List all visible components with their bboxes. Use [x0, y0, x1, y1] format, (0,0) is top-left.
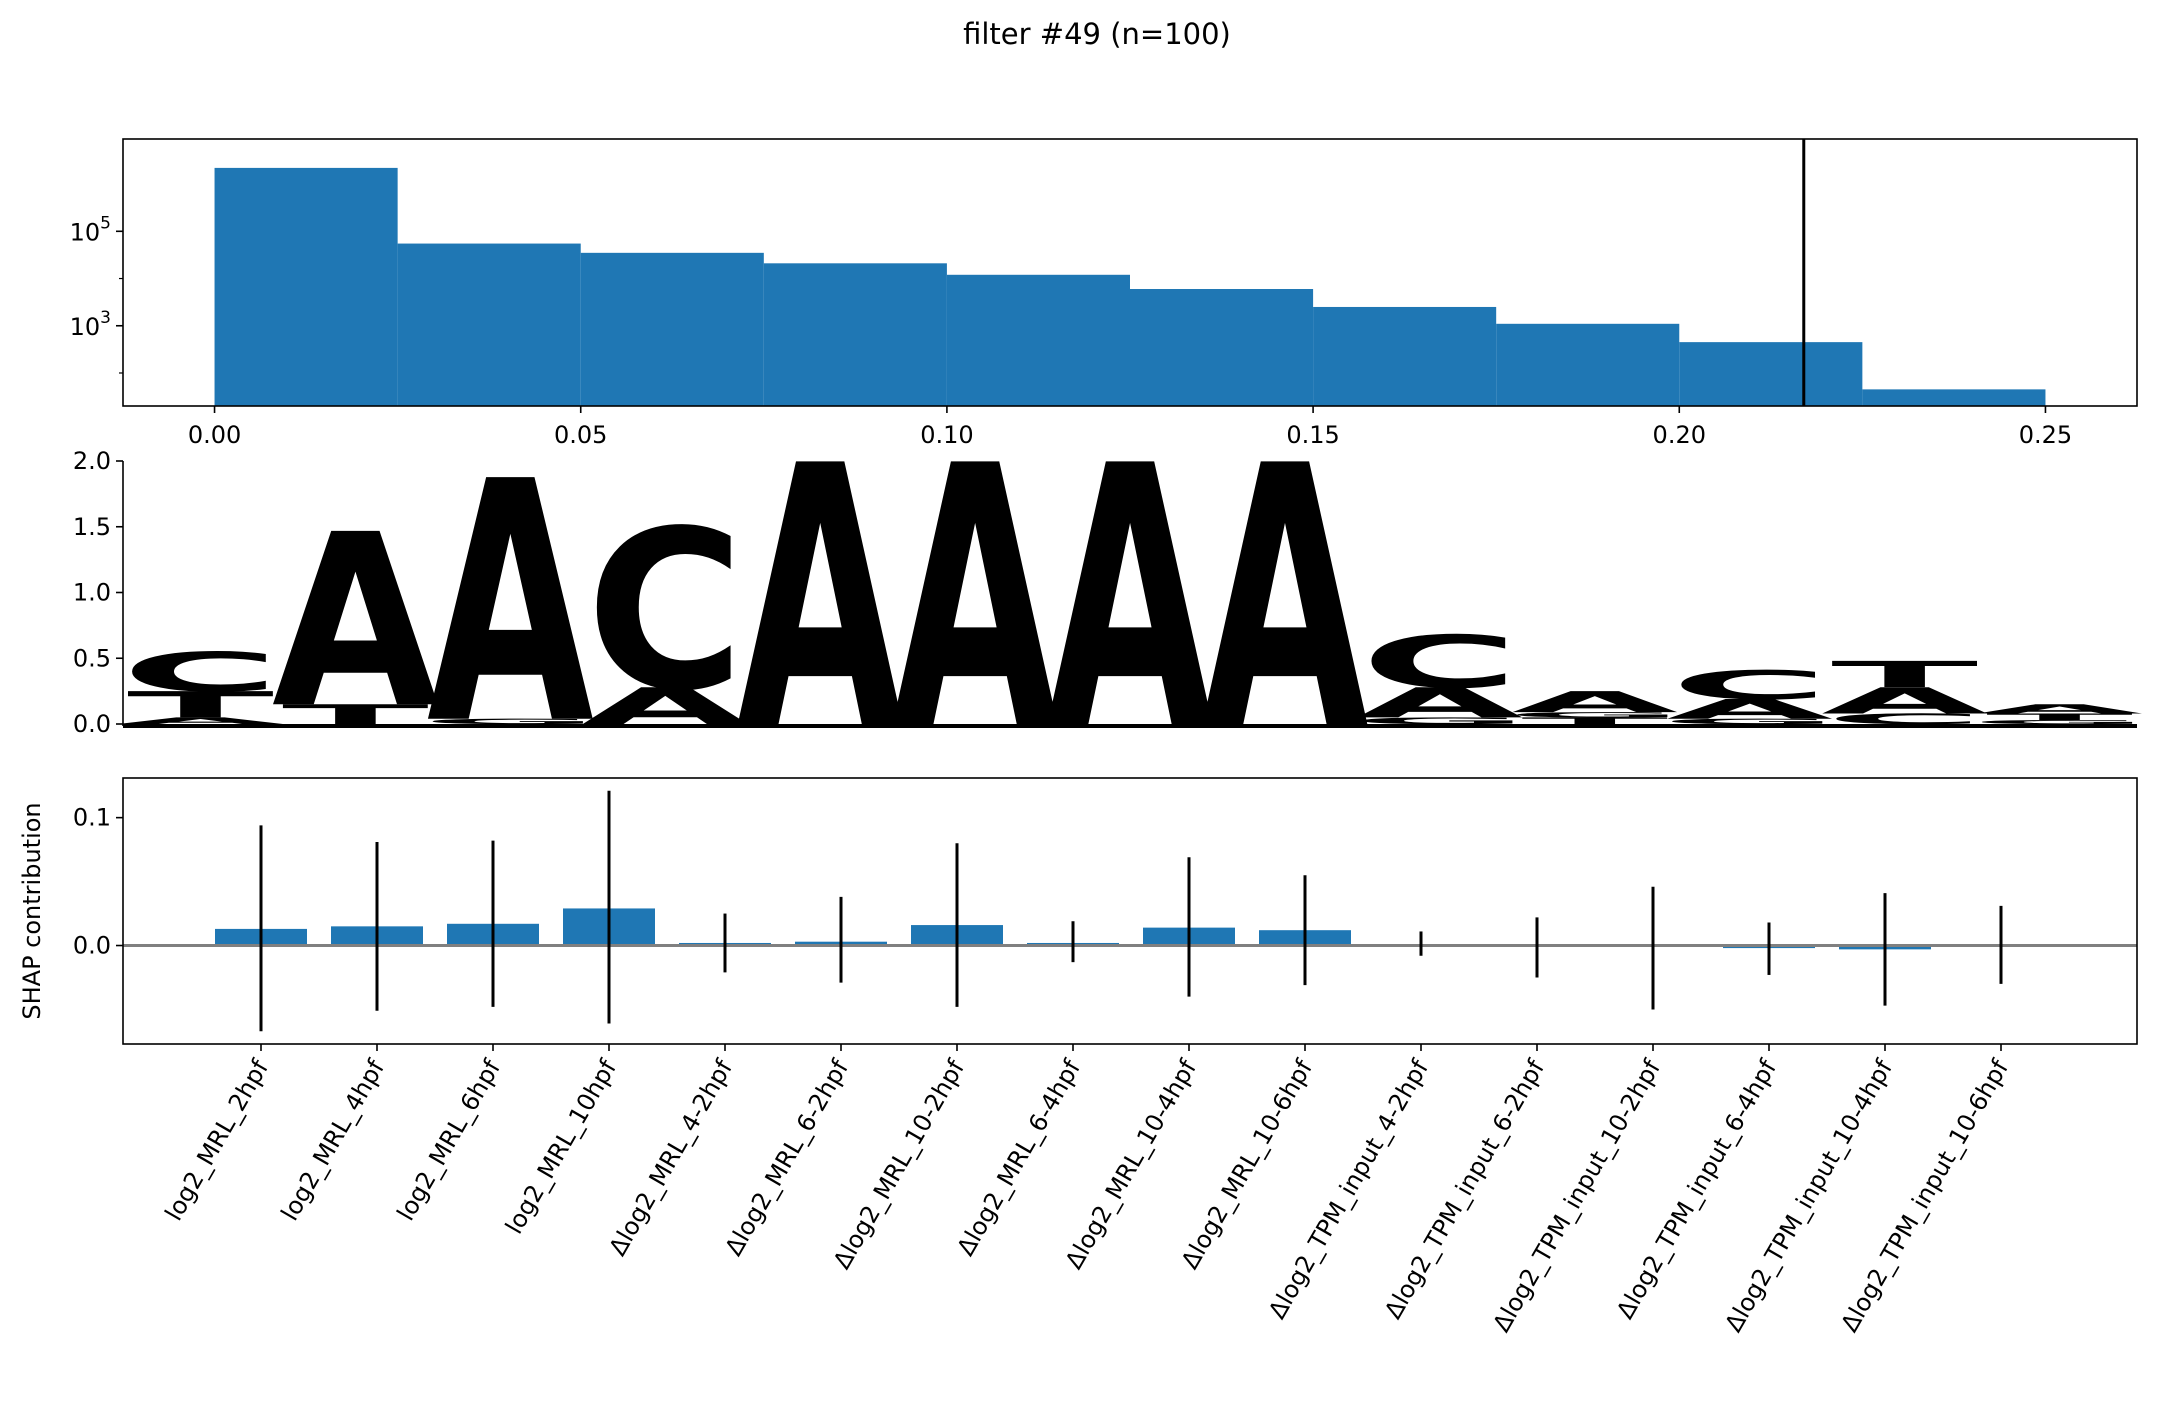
histogram-frame [122, 138, 2138, 407]
histogram-bars [214, 167, 2046, 406]
logo-axes: 0.0 0.5 1.0 1.5 2.0 [73, 447, 123, 738]
logo-letter-T: T [1986, 712, 2133, 723]
x-tick-label: 0.05 [554, 421, 607, 449]
histogram-bar [1313, 306, 1497, 406]
histogram-bar [580, 252, 764, 406]
shap-error-bars [259, 790, 2003, 1032]
histogram-axes: 0.00 0.05 0.10 0.15 0.20 0.25 105 103 [70, 213, 2073, 449]
logo-letter-C: C [1826, 711, 1984, 728]
logo-letter-C: C [121, 641, 279, 704]
histogram-panel: 0.00 0.05 0.10 0.15 0.20 0.25 105 103 [70, 138, 2138, 449]
y-tick-label: 0.0 [73, 710, 111, 738]
logo-letter-A: A [1047, 390, 1215, 810]
logo-letter-T: T [1521, 716, 1668, 727]
y-tick-label: 0.5 [73, 644, 111, 672]
x-tick-label: 0.25 [2019, 421, 2072, 449]
logo-letter-G: G [422, 717, 599, 725]
y-tick-label: 0.0 [73, 932, 111, 960]
histogram-bar [763, 263, 947, 406]
x-tick-label: 0.20 [1653, 421, 1706, 449]
x-tick-label: 0.00 [188, 421, 241, 449]
histogram-bar [397, 243, 581, 406]
y-tick-label: 103 [70, 308, 111, 341]
x-tick-label: 0.10 [920, 421, 973, 449]
x-tick-label: Δlog2_MRL_4-2hpf [603, 1055, 738, 1261]
logo-letter-G: G [1661, 717, 1838, 725]
histogram-bar [1496, 323, 1680, 406]
y-tick-label: 1.5 [73, 513, 111, 541]
x-tick-label: 0.15 [1286, 421, 1339, 449]
histogram-bar [1679, 342, 1863, 406]
logo-letter-A: A [1201, 390, 1369, 810]
figure-title: filter #49 (n=100) [963, 17, 1231, 51]
logo-letter-A: A [117, 716, 284, 727]
x-tick-label: Δlog2_MRL_10-2hpf [828, 1055, 971, 1274]
logo-letter-A: A [272, 483, 439, 761]
y-tick-label: 2.0 [73, 447, 111, 475]
x-tick-label: Δlog2_MRL_10-6hpf [1176, 1055, 1319, 1274]
shap-frame [122, 777, 2138, 1045]
x-tick-label: Δlog2_MRL_10-4hpf [1060, 1055, 1203, 1274]
logo-letter-A: A [1666, 694, 1833, 725]
x-tick-label: log2_MRL_2hpf [160, 1055, 275, 1226]
logo-letter-G: G [1351, 716, 1528, 727]
logo-letter-C: C [1671, 662, 1829, 708]
logo-letter-A: A [427, 411, 595, 797]
y-tick-label: 1.0 [73, 579, 111, 607]
logo-letter-T: T [127, 684, 274, 726]
histogram-bar [214, 167, 398, 406]
x-tick-label: log2_MRL_4hpf [276, 1055, 391, 1226]
logo-letter-A: A [1821, 680, 1988, 722]
x-tick-label: Δlog2_MRL_6-2hpf [719, 1055, 854, 1261]
logo-letter-G: G [1506, 711, 1683, 719]
histogram-bar [946, 274, 1130, 406]
x-tick-label: log2_MRL_10hpf [500, 1055, 623, 1239]
logo-letter-A: A [892, 390, 1060, 810]
logo-letter-A: A [1356, 679, 1523, 727]
shap-y-axis-label: SHAP contribution [18, 802, 46, 1019]
y-tick-label: 105 [70, 213, 111, 246]
logo-letter-A: A [1511, 686, 1678, 720]
histogram-bar [1130, 289, 1314, 406]
logo-letter-G: G [1971, 719, 2148, 725]
histogram-bar [1862, 389, 2046, 406]
logo-letter-T: T [1831, 654, 1978, 696]
logo-letter-A: A [737, 390, 905, 810]
x-tick-label: log2_MRL_6hpf [392, 1055, 507, 1226]
x-tick-label: Δlog2_MRL_6-4hpf [951, 1055, 1086, 1261]
y-tick-label: 0.1 [73, 804, 111, 832]
logo-letter-A: A [1976, 702, 2143, 717]
logo-letter-C: C [586, 484, 744, 739]
logo-letter-C: C [1361, 620, 1519, 704]
